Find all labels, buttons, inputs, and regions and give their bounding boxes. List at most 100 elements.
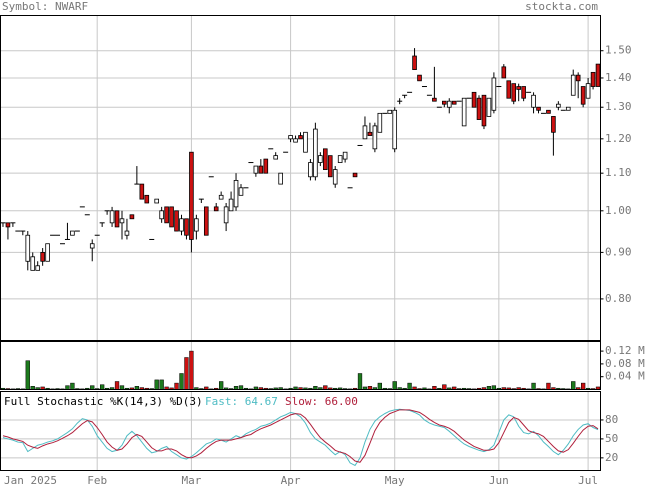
candle-body [25,234,31,262]
candle-body [551,116,556,133]
candle-body [213,206,219,212]
volume-bar [70,382,75,390]
volume-bar [114,381,120,390]
x-tick-label: Jun [489,474,509,486]
stochastic-title: Full Stochastic %K(14,3) %D(3) [4,395,203,408]
y-tick-label: 1.50 [605,44,632,57]
candle-body [263,158,269,174]
candle-body [308,162,313,178]
candle-body [531,94,536,108]
candle-body [298,135,303,140]
candle-body [40,252,45,262]
candle-body [109,210,115,224]
candle-body [446,100,452,108]
candle-body [238,187,244,196]
candle-body [119,218,125,224]
y-tick-label: 1.30 [605,100,632,113]
candle-body [288,135,293,140]
candle-body [412,55,417,70]
candle-body [154,198,159,204]
candle-body [218,194,224,200]
volume-bar [323,385,328,390]
candle-body [45,243,50,262]
candle-body [313,128,318,178]
candle-body [318,155,323,163]
volume-bar [219,381,224,390]
candle-body [481,94,487,127]
candle-body [278,172,283,185]
volume-bar [546,382,551,390]
volume-bar [100,384,105,390]
site-label: stockta.com [525,0,598,13]
volume-bar [571,381,576,390]
candle-body [570,74,576,96]
x-tick-label: Jan 2025 [4,474,57,486]
candle-body [174,210,179,232]
candle-body [362,125,368,140]
x-tick-label: Apr [281,474,301,486]
candle-body [5,222,11,228]
candle-body [392,109,398,150]
candle-body [432,97,437,102]
candle-body [491,77,497,111]
fast-label: Fast: 64.67 [205,395,278,408]
candle-body [293,138,298,143]
volume-bar [392,381,397,390]
candle-body [194,218,199,232]
candle-body [486,97,492,117]
y-tick-label: 0.08 M [605,357,645,370]
volume-bar [442,384,447,390]
volume-bar [90,385,95,390]
y-tick-label: 0.80 [605,292,632,305]
candle-body [565,106,571,111]
y-tick-label: 1.40 [605,71,632,84]
volume-bar [119,385,125,390]
candle-body [471,91,477,108]
candle-body [575,74,581,82]
candle-body [511,83,517,102]
x-tick-label: May [385,474,405,486]
price-panel [0,15,601,341]
candle-body [595,63,601,87]
candle-body [367,131,373,136]
candle-body [372,125,378,150]
candle-body [184,218,189,236]
candle-body [89,243,95,249]
y-tick-label: 0.04 M [605,370,645,383]
candle-body [322,148,328,171]
volume-bar [407,382,412,390]
y-tick-label: 50 [605,432,618,445]
x-tick-label: Mar [181,474,201,486]
candle-body [327,155,333,178]
candle-body [352,172,358,178]
volume-bar [189,350,194,390]
slow-label: Slow: 66.00 [285,395,358,408]
candle-body [189,151,194,240]
candle-body [70,230,75,236]
volume-bar [580,382,586,390]
candle-body [114,210,120,228]
candle-body [476,97,482,120]
candle-body [169,206,174,228]
candle-body [129,214,135,220]
candle-body [139,183,145,200]
candle-body [179,218,184,232]
candle-body [228,198,234,212]
volume-bar [174,382,179,390]
volume-bar [154,379,159,390]
x-tick-label: Feb [87,474,107,486]
candle-body [536,106,541,111]
candle-body [342,151,348,160]
volume-bar [357,373,363,390]
candle-body [546,109,551,114]
candle-body [590,71,596,87]
volume-bar [491,385,497,390]
grid [0,15,601,471]
volume-bar [377,382,382,390]
y-tick-label: 1.20 [605,132,632,145]
candle-body [556,103,561,108]
candle-body [303,131,308,153]
volume-bar [184,357,189,390]
